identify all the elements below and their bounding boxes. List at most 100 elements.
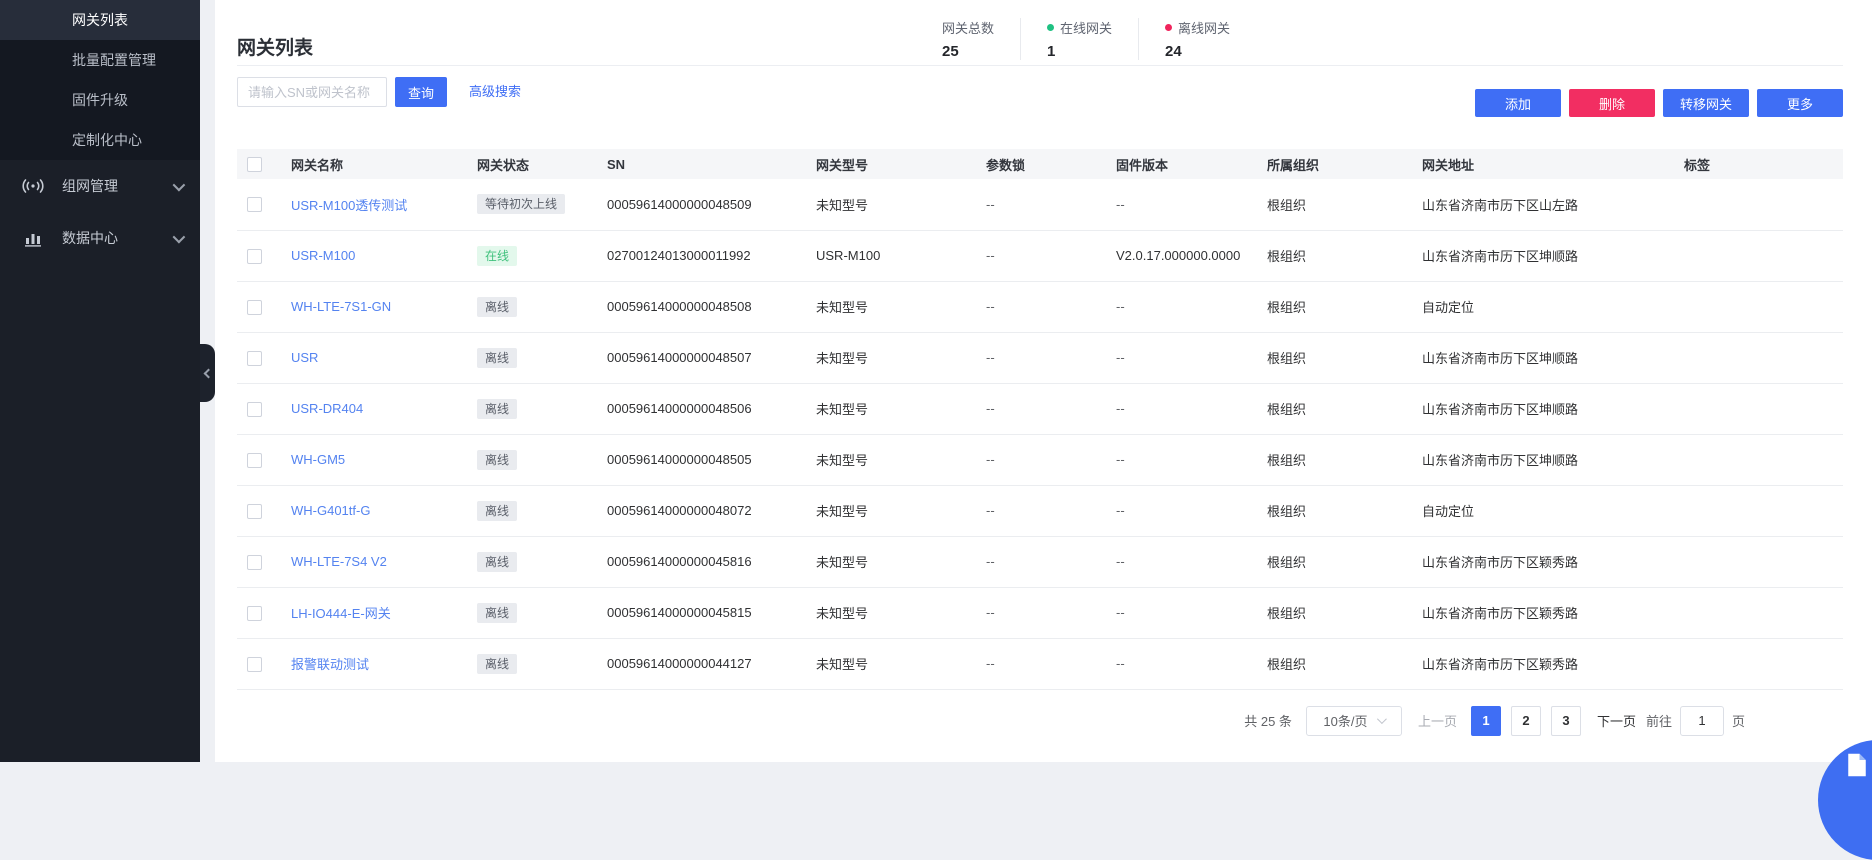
add-button[interactable]: 添加 bbox=[1475, 89, 1561, 117]
page-button-3[interactable]: 3 bbox=[1551, 706, 1581, 736]
status-badge: 离线 bbox=[477, 654, 517, 674]
query-button[interactable]: 查询 bbox=[395, 77, 447, 107]
model-cell: 未知型号 bbox=[806, 485, 976, 536]
address-value: 山东省济南市历下区坤顺路 bbox=[1422, 249, 1578, 264]
param-lock-cell: -- bbox=[976, 230, 1106, 281]
gateway-name-link[interactable]: USR-M100 bbox=[291, 248, 355, 263]
sidebar-group-network-management[interactable]: 组网管理 bbox=[0, 160, 200, 212]
model-cell: 未知型号 bbox=[806, 383, 976, 434]
row-checkbox[interactable] bbox=[247, 402, 262, 417]
row-checkbox-cell bbox=[237, 281, 281, 332]
sn-cell: 00059614000000044127 bbox=[597, 638, 806, 689]
select-all-checkbox[interactable] bbox=[247, 157, 262, 172]
address-cell: 山东省济南市历下区坤顺路 bbox=[1412, 230, 1674, 281]
gateway-name-cell: USR-M100 bbox=[281, 230, 467, 281]
stat-total: 网关总数 25 bbox=[942, 18, 1020, 60]
gateway-name-link[interactable]: WH-LTE-7S4 V2 bbox=[291, 554, 387, 569]
gateway-status-cell: 离线 bbox=[467, 434, 597, 485]
row-checkbox[interactable] bbox=[247, 555, 262, 570]
gateway-name-link[interactable]: WH-G401tf-G bbox=[291, 503, 370, 518]
status-badge: 离线 bbox=[477, 297, 517, 317]
sidebar-collapse-handle[interactable] bbox=[200, 344, 215, 402]
transfer-gateway-button[interactable]: 转移网关 bbox=[1663, 89, 1749, 117]
column-header-tag: 标签 bbox=[1674, 149, 1843, 179]
next-page-button[interactable]: 下一页 bbox=[1597, 711, 1636, 730]
row-checkbox-cell bbox=[237, 332, 281, 383]
advanced-search-link[interactable]: 高级搜索 bbox=[469, 77, 521, 107]
gateway-name-link[interactable]: USR-M100透传测试 bbox=[291, 198, 407, 213]
param-lock-value: -- bbox=[986, 554, 995, 569]
prev-page-button[interactable]: 上一页 bbox=[1418, 711, 1457, 730]
sn-value: 00059614000000048507 bbox=[607, 350, 752, 365]
sidebar-item-firmware-upgrade[interactable]: 固件升级 bbox=[0, 80, 200, 120]
firmware-value: V2.0.17.000000.0000 bbox=[1116, 248, 1240, 263]
param-lock-cell: -- bbox=[976, 587, 1106, 638]
row-checkbox[interactable] bbox=[247, 504, 262, 519]
param-lock-cell: -- bbox=[976, 383, 1106, 434]
sn-cell: 00059614000000045816 bbox=[597, 536, 806, 587]
pagination-total: 共 25 条 bbox=[1244, 711, 1292, 730]
page-size-select[interactable]: 10条/页 bbox=[1306, 706, 1402, 736]
model-value: 未知型号 bbox=[816, 657, 868, 672]
address-value: 山东省济南市历下区坤顺路 bbox=[1422, 351, 1578, 366]
gateway-name-link[interactable]: WH-GM5 bbox=[291, 452, 345, 467]
gateway-status-cell: 离线 bbox=[467, 281, 597, 332]
gateway-name-link[interactable]: 报警联动测试 bbox=[291, 657, 369, 672]
goto-page-input[interactable] bbox=[1680, 706, 1724, 736]
gateway-name-link[interactable]: USR-DR404 bbox=[291, 401, 363, 416]
tag-cell bbox=[1674, 638, 1843, 689]
org-value: 根组织 bbox=[1267, 504, 1306, 519]
row-checkbox[interactable] bbox=[247, 657, 262, 672]
row-checkbox[interactable] bbox=[247, 453, 262, 468]
more-button[interactable]: 更多 bbox=[1757, 89, 1843, 117]
row-checkbox[interactable] bbox=[247, 300, 262, 315]
signal-icon bbox=[22, 175, 44, 197]
org-value: 根组织 bbox=[1267, 249, 1306, 264]
sn-value: 00059614000000048505 bbox=[607, 452, 752, 467]
model-value: 未知型号 bbox=[816, 300, 868, 315]
param-lock-cell: -- bbox=[976, 179, 1106, 230]
toolbar: 查询 高级搜索 添加 删除 转移网关 更多 bbox=[237, 77, 1843, 117]
model-value: 未知型号 bbox=[816, 555, 868, 570]
param-lock-value: -- bbox=[986, 503, 995, 518]
gateway-name-cell: USR-M100透传测试 bbox=[281, 179, 467, 230]
sn-cell: 00059614000000048507 bbox=[597, 332, 806, 383]
row-checkbox-cell bbox=[237, 536, 281, 587]
firmware-cell: -- bbox=[1106, 434, 1257, 485]
gateway-status-cell: 离线 bbox=[467, 485, 597, 536]
address-cell: 山东省济南市历下区颖秀路 bbox=[1412, 587, 1674, 638]
firmware-cell: -- bbox=[1106, 587, 1257, 638]
sidebar-item-batch-config[interactable]: 批量配置管理 bbox=[0, 40, 200, 80]
status-badge: 离线 bbox=[477, 348, 517, 368]
model-value: USR-M100 bbox=[816, 248, 880, 263]
sidebar-item-customization-center[interactable]: 定制化中心 bbox=[0, 120, 200, 160]
org-value: 根组织 bbox=[1267, 351, 1306, 366]
search-input[interactable] bbox=[237, 77, 387, 107]
model-cell: 未知型号 bbox=[806, 332, 976, 383]
model-cell: 未知型号 bbox=[806, 587, 976, 638]
status-badge: 离线 bbox=[477, 450, 517, 470]
model-value: 未知型号 bbox=[816, 351, 868, 366]
row-checkbox-cell bbox=[237, 434, 281, 485]
row-checkbox[interactable] bbox=[247, 351, 262, 366]
gateway-name-link[interactable]: LH-IO444-E-网关 bbox=[291, 606, 391, 621]
row-checkbox[interactable] bbox=[247, 197, 262, 212]
sidebar-item-gateway-list[interactable]: 网关列表 bbox=[0, 0, 200, 40]
row-checkbox[interactable] bbox=[247, 606, 262, 621]
gateway-name-link[interactable]: USR bbox=[291, 350, 318, 365]
status-badge: 等待初次上线 bbox=[477, 194, 565, 214]
param-lock-value: -- bbox=[986, 350, 995, 365]
firmware-cell: -- bbox=[1106, 281, 1257, 332]
delete-button[interactable]: 删除 bbox=[1569, 89, 1655, 117]
row-checkbox-cell bbox=[237, 383, 281, 434]
gateway-name-link[interactable]: WH-LTE-7S1-GN bbox=[291, 299, 391, 314]
page-button-1[interactable]: 1 bbox=[1471, 706, 1501, 736]
page-button-2[interactable]: 2 bbox=[1511, 706, 1541, 736]
column-header-name: 网关名称 bbox=[281, 149, 467, 179]
sn-value: 00059614000000048509 bbox=[607, 197, 752, 212]
row-checkbox[interactable] bbox=[247, 249, 262, 264]
sidebar-group-data-center[interactable]: 数据中心 bbox=[0, 212, 200, 264]
